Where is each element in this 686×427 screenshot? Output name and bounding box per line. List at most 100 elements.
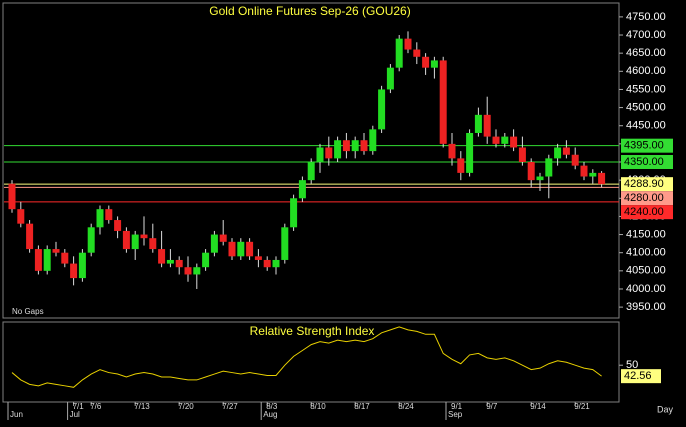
candle-body (474, 114, 482, 133)
candle-body (351, 140, 359, 152)
month-label: Jul (70, 410, 80, 419)
candle-body (131, 234, 139, 250)
candle-body (518, 147, 526, 162)
x-tick-label: 8/17 (354, 402, 370, 411)
level-label: 4280.00 (624, 192, 664, 204)
candle-body (26, 223, 34, 250)
candle-body (562, 147, 570, 155)
level-box (621, 138, 673, 153)
gap-note: No Gaps (12, 307, 44, 316)
candle-body (43, 249, 51, 271)
candle-body (386, 67, 394, 90)
candle-body (228, 241, 236, 257)
candle-body (307, 162, 315, 181)
level-label: 4240.00 (624, 206, 664, 218)
candle-body (466, 132, 474, 173)
rsi-title: Relative Strength Index (250, 324, 375, 338)
candle-body (554, 147, 562, 159)
candle-body (413, 49, 421, 57)
candle-body (246, 241, 254, 257)
rsi-line (11, 326, 602, 388)
y-tick-label: 4600.00 (626, 65, 666, 77)
candle-body (202, 252, 210, 268)
candle-body (457, 158, 465, 173)
x-tick-label: 8/3 (266, 402, 278, 411)
x-tick-label: 7/27 (222, 402, 238, 411)
level-box (621, 205, 673, 220)
level-label: 4350.00 (624, 156, 664, 168)
x-tick-label: 7/1 (73, 402, 85, 411)
candle-body (193, 267, 201, 275)
candle-body (70, 263, 78, 279)
candle-body (598, 172, 606, 185)
candle-body (140, 234, 148, 239)
candle-body (589, 172, 597, 177)
level-label: 4288.90 (624, 178, 664, 190)
y-tick-label: 4100.00 (626, 247, 666, 259)
candle-body (334, 140, 342, 159)
candle-body (149, 238, 157, 250)
candle-body (210, 234, 218, 253)
candle-body (184, 267, 192, 275)
candle-body (34, 249, 42, 271)
candle-body (536, 176, 544, 181)
month-label: Jun (10, 410, 23, 419)
candle-body (492, 136, 500, 144)
y-tick-label: 4450.00 (626, 120, 666, 132)
candle-body (439, 60, 447, 144)
candle-body (8, 183, 16, 210)
x-tick-label: 9/14 (530, 402, 546, 411)
x-axis-band (0, 403, 686, 422)
y-tick-label: 4750.00 (626, 11, 666, 23)
candle-body (254, 256, 262, 260)
x-tick-label: 9/1 (451, 402, 463, 411)
candle-body (501, 136, 509, 144)
y-tick-label: 4000.00 (626, 283, 666, 295)
y-tick-label: 3950.00 (626, 301, 666, 313)
candle-body (342, 140, 350, 152)
level-label: 4395.00 (624, 140, 664, 152)
candle-body (571, 154, 579, 166)
y-tick-label: 4050.00 (626, 265, 666, 277)
candle-body (527, 162, 535, 181)
candle-body (316, 147, 324, 162)
x-tick-label: 8/24 (398, 402, 414, 411)
rsi-tick-label: 50 (626, 359, 638, 371)
x-tick-label: 9/21 (574, 402, 590, 411)
candle-body (281, 227, 289, 260)
month-label: Aug (263, 410, 277, 419)
candle-body (96, 209, 104, 228)
candle-body (114, 220, 122, 231)
candle-body (369, 129, 377, 152)
candle-body (105, 209, 113, 221)
candle-body (272, 259, 280, 268)
candle-body (158, 249, 166, 264)
y-tick-label: 4550.00 (626, 83, 666, 95)
candle-body (430, 60, 438, 68)
x-tick-label: 7/20 (178, 402, 194, 411)
candle-body (78, 252, 86, 279)
candle-body (545, 158, 553, 177)
level-box (621, 155, 673, 169)
candle-body (360, 140, 368, 152)
level-box (621, 177, 673, 192)
rsi-value-box (621, 369, 661, 384)
candle-body (52, 249, 60, 253)
y-tick-label: 4150.00 (626, 228, 666, 240)
candle-body (378, 89, 386, 130)
candle-body (17, 209, 25, 224)
x-tick-label: 7/13 (134, 402, 150, 411)
level-box (621, 191, 673, 206)
candle-body (395, 38, 403, 68)
candle-body (404, 38, 412, 50)
x-tick-label: 8/10 (310, 402, 326, 411)
candle-body (219, 234, 227, 242)
candle-body (510, 136, 518, 148)
candle-body (325, 147, 333, 159)
y-tick-label: 4700.00 (626, 29, 666, 41)
candle-body (263, 259, 271, 268)
candle-body (290, 198, 298, 228)
candle-body (483, 114, 491, 137)
x-tick-label: 7/6 (90, 402, 102, 411)
